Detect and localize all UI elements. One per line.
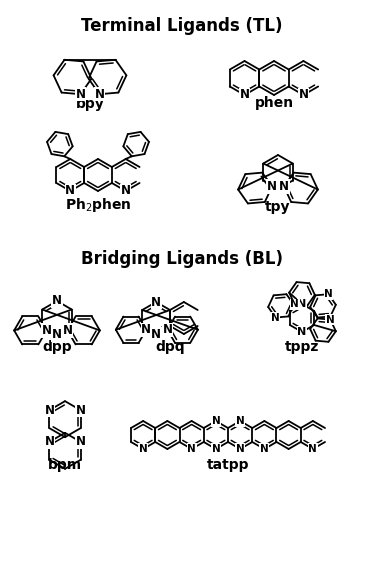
Text: tpy: tpy xyxy=(265,200,291,214)
Text: N: N xyxy=(239,89,250,102)
Text: N: N xyxy=(151,295,161,308)
Text: bpy: bpy xyxy=(76,97,104,111)
Text: N: N xyxy=(290,299,299,309)
Text: Ph$_2$phen: Ph$_2$phen xyxy=(65,196,131,214)
Text: N: N xyxy=(324,289,333,299)
Text: N: N xyxy=(299,89,308,102)
Text: N: N xyxy=(326,315,335,324)
Text: N: N xyxy=(273,182,283,195)
Text: N: N xyxy=(76,436,85,449)
Text: N: N xyxy=(297,327,307,337)
Text: phen: phen xyxy=(254,96,293,110)
Text: N: N xyxy=(236,444,245,454)
Text: N: N xyxy=(95,88,104,101)
Text: N: N xyxy=(260,444,269,454)
Text: N: N xyxy=(45,403,54,416)
Text: N: N xyxy=(45,436,54,449)
Text: N: N xyxy=(42,324,51,337)
Text: N: N xyxy=(76,403,85,416)
Text: N: N xyxy=(271,312,280,323)
Text: N: N xyxy=(267,180,277,193)
Text: N: N xyxy=(236,416,245,426)
Text: N: N xyxy=(52,328,62,341)
Text: N: N xyxy=(279,180,289,193)
Text: N: N xyxy=(139,444,147,454)
Text: Bridging Ligands (BL): Bridging Ligands (BL) xyxy=(81,250,283,268)
Text: N: N xyxy=(141,323,151,336)
Text: dpq: dpq xyxy=(155,340,185,354)
Text: N: N xyxy=(162,323,172,336)
Text: N: N xyxy=(151,328,161,341)
Text: N: N xyxy=(76,88,85,101)
Text: N: N xyxy=(187,444,196,454)
Text: Terminal Ligands (TL): Terminal Ligands (TL) xyxy=(81,17,283,35)
Text: tppz: tppz xyxy=(285,340,319,354)
Text: tatpp: tatpp xyxy=(207,458,249,472)
Text: N: N xyxy=(211,416,220,426)
Text: N: N xyxy=(297,299,307,309)
Text: N: N xyxy=(65,185,75,198)
Text: N: N xyxy=(308,444,317,454)
Text: N: N xyxy=(62,324,73,337)
Text: bpm: bpm xyxy=(48,458,82,472)
Text: N: N xyxy=(52,294,62,307)
Text: N: N xyxy=(121,185,131,198)
Text: dpp: dpp xyxy=(42,340,72,354)
Text: N: N xyxy=(211,444,220,454)
